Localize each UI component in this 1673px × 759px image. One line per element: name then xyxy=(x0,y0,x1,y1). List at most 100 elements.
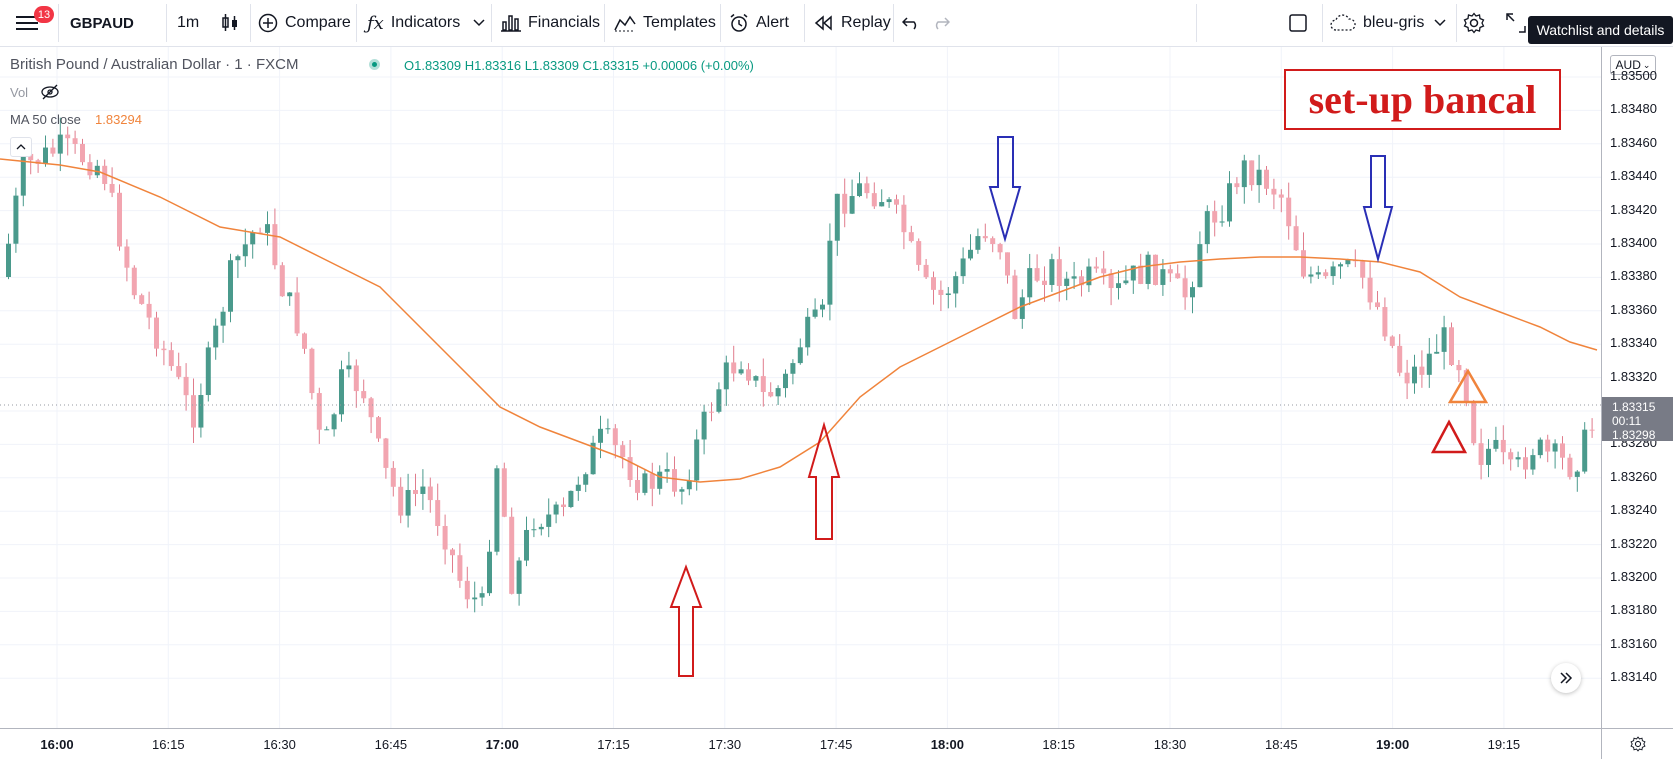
top-toolbar: 13 GBPAUD 1m Compare ƒx Indicators Finan… xyxy=(0,0,1673,47)
ma-price-value: 1.83298 xyxy=(1612,428,1656,442)
candle-body xyxy=(1486,448,1491,465)
market-status-dot xyxy=(372,62,377,67)
candle-body xyxy=(1005,252,1010,276)
price-tick: 1.83320 xyxy=(1610,368,1657,384)
candle-body xyxy=(228,260,233,312)
axis-settings-button[interactable] xyxy=(1601,728,1673,759)
countdown: 00:11 xyxy=(1612,414,1642,428)
candle-body xyxy=(205,347,211,396)
candle-body xyxy=(1049,259,1055,285)
candle-body xyxy=(361,391,367,399)
candle-body xyxy=(479,593,485,598)
gear-icon xyxy=(1463,12,1485,34)
candle-body xyxy=(1530,455,1536,470)
candle-body xyxy=(131,267,137,296)
candle-body xyxy=(1330,266,1336,277)
collapse-legend-button[interactable] xyxy=(10,137,32,157)
candle-body xyxy=(487,551,492,594)
candle-body xyxy=(13,195,19,244)
candle-body xyxy=(368,398,374,418)
candle-body xyxy=(1027,268,1033,298)
candle-body xyxy=(760,376,766,393)
currency-button[interactable]: AUD ⌄ xyxy=(1610,55,1656,75)
candle-body xyxy=(442,526,448,550)
indicators-dropdown[interactable] xyxy=(473,0,485,46)
candle-body xyxy=(457,555,463,581)
time-tick: 16:00 xyxy=(40,737,74,752)
candle-body xyxy=(901,204,907,233)
candle-body xyxy=(1234,183,1240,188)
templates-icon xyxy=(614,15,636,32)
candle-body xyxy=(398,486,404,516)
candle-body xyxy=(87,162,93,176)
double-chevron-right-icon xyxy=(1560,672,1573,684)
menu-button[interactable] xyxy=(16,0,38,46)
settings-button[interactable] xyxy=(1463,0,1485,46)
candle-body xyxy=(427,486,433,501)
candle-body xyxy=(679,489,685,492)
candle-body xyxy=(183,376,189,396)
price-tick: 1.83140 xyxy=(1610,669,1657,685)
candle-body xyxy=(420,486,426,494)
candle-body xyxy=(561,504,566,508)
candle-body xyxy=(997,244,1003,253)
price-tick: 1.83260 xyxy=(1610,468,1657,484)
time-axis[interactable]: 16:00 16:15 16:30 16:45 17:00 17:15 17:30 17:45… xyxy=(0,728,1601,759)
symbol-search[interactable]: GBPAUD xyxy=(70,14,134,32)
replay-button[interactable]: Replay xyxy=(814,0,891,46)
candle-body xyxy=(938,289,944,296)
candle-body xyxy=(953,276,959,294)
fullscreen-button[interactable] xyxy=(1506,0,1526,46)
theme-selector[interactable]: bleu-gris xyxy=(1330,0,1446,46)
candle-body xyxy=(1019,297,1025,319)
candle-body xyxy=(775,388,781,397)
candle-body xyxy=(546,514,552,527)
candle-body xyxy=(220,311,226,326)
price-tick: 1.83220 xyxy=(1610,535,1657,551)
last-price-tag: 1.83315 00:11 1.83298 xyxy=(1602,397,1673,442)
red-up-arrow xyxy=(669,564,703,677)
candle-body xyxy=(1456,365,1462,371)
scroll-to-realtime-button[interactable] xyxy=(1551,663,1581,693)
candle-body xyxy=(1434,351,1440,354)
candle-body xyxy=(531,529,537,531)
layout-button[interactable] xyxy=(1288,0,1308,46)
candle-body xyxy=(649,473,655,489)
candle-body xyxy=(80,143,85,163)
candle-body xyxy=(1219,221,1225,223)
price-tick: 1.83460 xyxy=(1610,134,1657,150)
setup-annotation: set-up bancal xyxy=(1284,69,1561,130)
interval-button[interactable]: 1m xyxy=(177,14,200,31)
candle-body xyxy=(464,580,470,600)
chevron-up-icon xyxy=(16,144,26,150)
indicators-label: Indicators xyxy=(390,14,461,31)
candle-body xyxy=(598,428,603,443)
time-tick: 16:45 xyxy=(374,737,408,752)
candle-body xyxy=(235,256,241,261)
candle-body xyxy=(627,457,633,481)
candle-body xyxy=(694,439,700,481)
financials-label: Financials xyxy=(528,14,601,31)
alert-button[interactable]: Alert xyxy=(729,0,789,46)
redo-button[interactable] xyxy=(932,0,950,46)
chart-type-button[interactable] xyxy=(220,0,240,46)
candle-body xyxy=(1471,402,1477,444)
price-axis[interactable]: AUD ⌄ 1.83500 1.83480 1.83460 1.83440 1.83420… xyxy=(1601,47,1673,728)
candle-body xyxy=(931,277,936,290)
candle-body xyxy=(864,183,870,194)
time-tick: 18:30 xyxy=(1153,737,1187,752)
chart-pane[interactable] xyxy=(0,47,1601,728)
indicators-button[interactable]: ƒx Indicators xyxy=(367,0,460,46)
financials-button[interactable]: Financials xyxy=(501,0,600,46)
blue-down-arrow xyxy=(1362,155,1394,263)
candle-body xyxy=(923,264,929,278)
candle-body xyxy=(57,134,63,154)
candle-body xyxy=(353,365,359,392)
candle-body xyxy=(242,244,248,257)
candle-body xyxy=(109,183,115,193)
compare-button[interactable]: Compare xyxy=(258,0,351,46)
undo-button[interactable] xyxy=(902,0,920,46)
candle-body xyxy=(1560,443,1565,458)
templates-button[interactable]: Templates xyxy=(614,0,716,46)
eye-off-icon[interactable] xyxy=(40,84,60,105)
